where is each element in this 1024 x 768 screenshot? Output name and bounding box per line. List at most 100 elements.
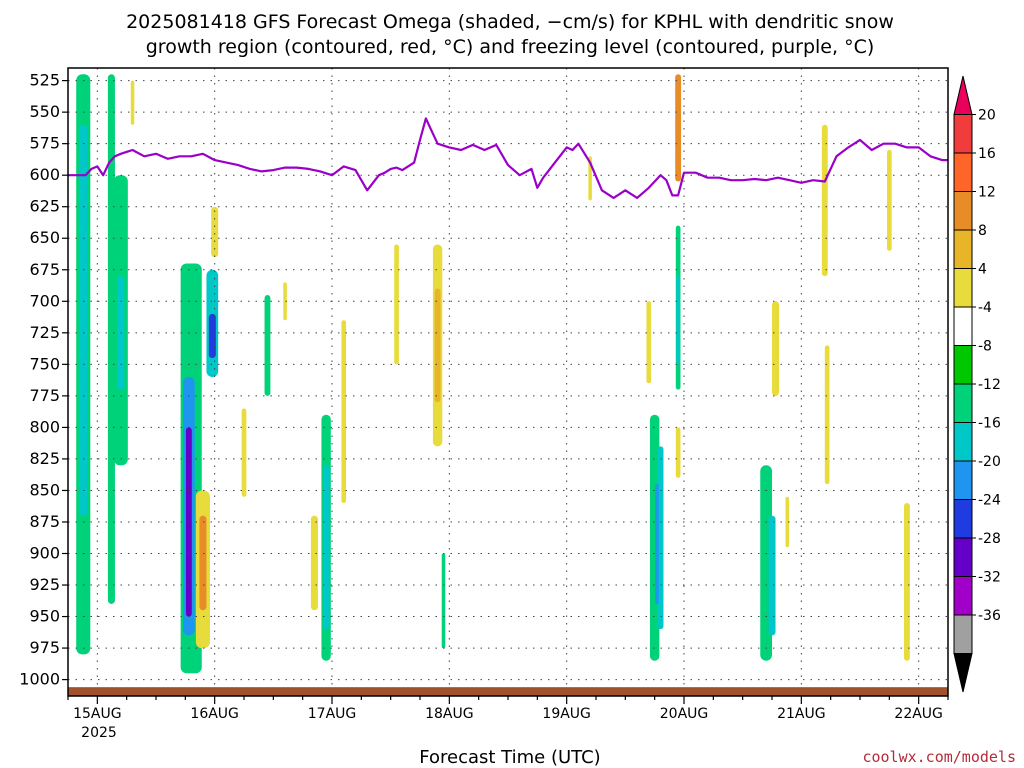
colorbar-label-8: 8	[978, 223, 987, 239]
omega-cell-28	[655, 484, 659, 604]
colorbar-label--36: -36	[978, 608, 1001, 624]
colorbar-label--32: -32	[978, 570, 1001, 586]
y-tick-label-925: 925	[29, 575, 60, 594]
colorbar-segment-12	[953, 537, 973, 577]
colorbar-label--4: -4	[978, 300, 992, 316]
y-tick-label-575: 575	[29, 134, 60, 153]
omega-cell-38	[821, 124, 828, 277]
colorbar-segment-3	[953, 191, 973, 231]
y-tick-label-700: 700	[29, 291, 60, 310]
x-axis-ticks: 15AUG 16AUG 17AUG 18AUG 19AUG 20AUG 21AUG 22AUG	[67, 696, 949, 722]
colorbar-segment-6	[953, 306, 973, 346]
x-tick-label-15AUG: 15AUG	[73, 706, 122, 722]
y-tick-label-1000: 1000	[19, 670, 60, 689]
colorbar-segment-1	[953, 114, 973, 154]
credit-text: coolwx.com/models	[862, 748, 1016, 766]
omega-cell-21	[394, 244, 399, 365]
colorbar-label--28: -28	[978, 531, 1001, 547]
colorbar-top-arrow	[953, 75, 973, 115]
omega-cell-10	[208, 313, 216, 359]
omega-cell-24	[441, 553, 446, 649]
omega-cell-1	[79, 124, 88, 516]
colorbar-segment-4	[953, 229, 973, 269]
omega-cell-30	[675, 74, 682, 182]
omega-cell-27	[657, 446, 664, 630]
colorbar-label-20: 20	[978, 108, 996, 124]
x-tick-label-20AUG: 20AUG	[660, 706, 709, 722]
y-tick-label-900: 900	[29, 544, 60, 563]
colorbar-segment-8	[953, 383, 973, 423]
freezing-level-contour-layer	[68, 117, 948, 199]
y-tick-label-525: 525	[29, 71, 60, 90]
x-tick-label-21AUG: 21AUG	[777, 706, 826, 722]
colorbar-segment-14	[953, 614, 973, 654]
y-tick-label-625: 625	[29, 197, 60, 216]
colorbar-label--16: -16	[978, 416, 1001, 432]
omega-cell-20	[341, 320, 347, 504]
y-tick-label-825: 825	[29, 449, 60, 468]
y-tick-label-850: 850	[29, 480, 60, 499]
colorbar-label--12: -12	[978, 377, 1001, 393]
colorbar-bottom-arrow	[953, 653, 973, 693]
y-tick-label-725: 725	[29, 323, 60, 342]
chart-title-line-2: growth region (contoured, red, °C) and f…	[146, 36, 875, 58]
plot-area	[68, 68, 948, 696]
x-tick-label-18AUG: 18AUG	[425, 706, 474, 722]
omega-cell-41	[904, 503, 910, 661]
omega-cell-16	[283, 282, 287, 321]
freezing-level-line	[68, 117, 948, 199]
omega-cell-37	[785, 496, 790, 548]
omega-cell-5	[130, 80, 135, 125]
ground-band	[68, 687, 948, 696]
y-tick-label-975: 975	[29, 638, 60, 657]
x-tick-label-22AUG: 22AUG	[894, 706, 943, 722]
colorbar-segment-7	[953, 345, 973, 385]
omega-cell-29	[646, 301, 652, 384]
omega-cell-35	[768, 515, 776, 636]
omega-cell-12	[199, 515, 207, 611]
colorbar-segment-13	[953, 576, 973, 616]
y-tick-label-775: 775	[29, 386, 60, 405]
omega-cell-40	[886, 149, 892, 251]
y-tick-label-550: 550	[29, 102, 60, 121]
colorbar-label--24: -24	[978, 493, 1001, 509]
omega-cell-13	[211, 206, 219, 258]
ground-surface	[68, 687, 948, 696]
colorbar-segment-2	[953, 152, 973, 192]
y-tick-label-950: 950	[29, 607, 60, 626]
y-tick-label-800: 800	[29, 417, 60, 436]
x-tick-label-17AUG: 17AUG	[308, 706, 357, 722]
colorbar-segment-11	[953, 499, 973, 539]
colorbar-segment-9	[953, 422, 973, 462]
colorbar-label-12: 12	[978, 185, 996, 201]
colorbar-label--20: -20	[978, 454, 1001, 470]
x-tick-year-label: 2025	[81, 725, 117, 741]
omega-cell-17	[310, 515, 318, 611]
omega-cell-31	[675, 427, 681, 478]
colorbar: 20 16 12 8 4 -4 -8 -12 -16 -20 -24 -28 -32 -36	[953, 75, 1001, 693]
x-axis-label: Forecast Time (UTC)	[419, 747, 600, 768]
colorbar-segment-5	[953, 268, 973, 308]
omega-cell-33	[676, 276, 680, 365]
chart-title-line-1: 2025081418 GFS Forecast Omega (shaded, −…	[126, 11, 894, 33]
colorbar-label--8: -8	[978, 339, 992, 355]
x-tick-label-16AUG: 16AUG	[190, 706, 239, 722]
omega-cell-36	[772, 301, 780, 396]
omega-shading-layer	[76, 74, 910, 674]
y-tick-label-600: 600	[29, 165, 60, 184]
colorbar-segment-10	[953, 460, 973, 500]
colorbar-label-16: 16	[978, 146, 996, 162]
y-tick-label-750: 750	[29, 354, 60, 373]
omega-cell-14	[241, 408, 247, 497]
y-tick-label-650: 650	[29, 228, 60, 247]
omega-cell-15	[264, 294, 271, 396]
omega-cell-19	[323, 465, 330, 630]
y-tick-label-675: 675	[29, 260, 60, 279]
colorbar-label-4: 4	[978, 262, 987, 278]
omega-cell-23	[434, 288, 441, 403]
y-tick-label-875: 875	[29, 512, 60, 531]
x-tick-label-19AUG: 19AUG	[542, 706, 591, 722]
y-axis-ticks: 525 550 575 600 625 650 675 700 725 750 775 800 825 8…	[19, 71, 68, 689]
omega-cell-39	[824, 345, 830, 485]
